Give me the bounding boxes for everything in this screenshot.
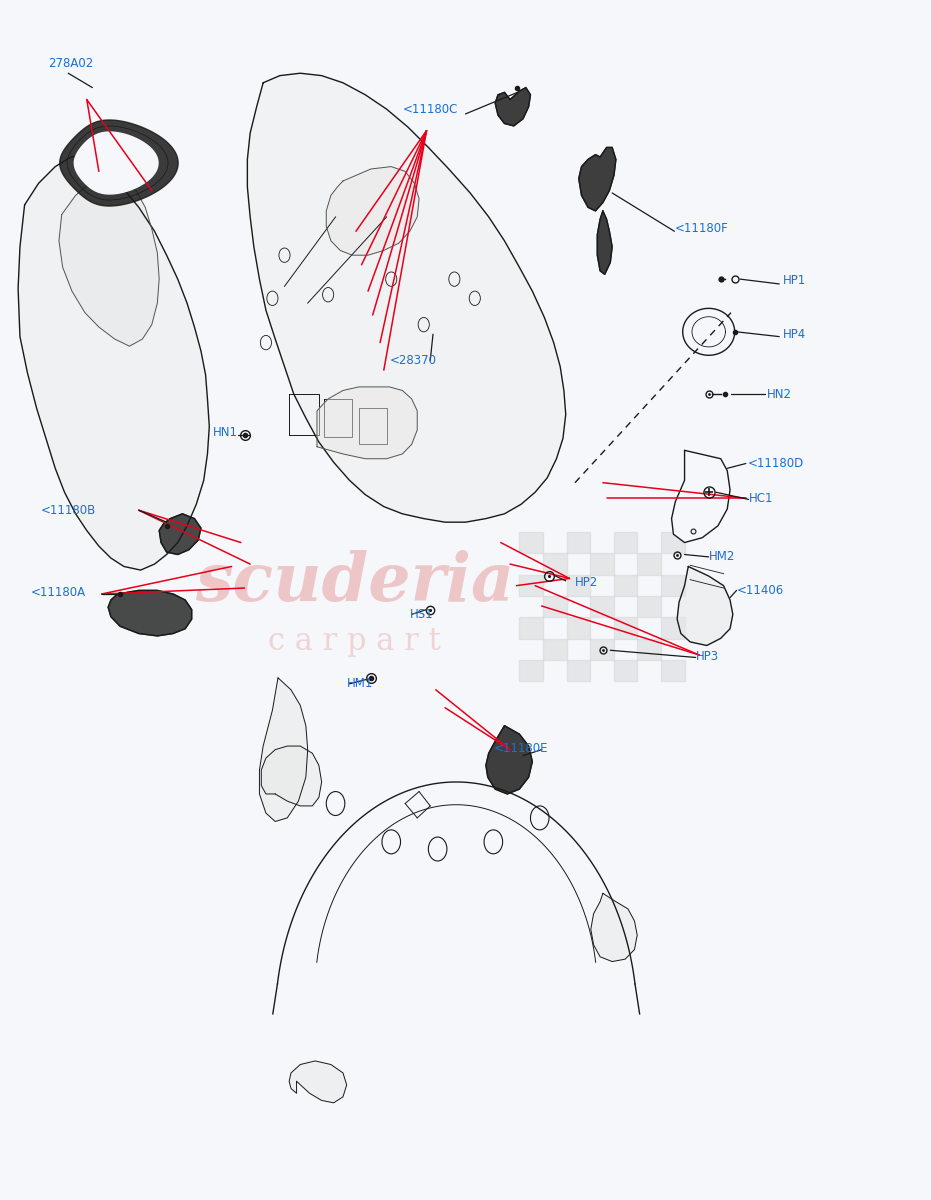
Text: HM1: HM1 (346, 677, 373, 690)
Bar (519, 575, 543, 596)
Polygon shape (74, 132, 158, 194)
Bar (543, 596, 567, 617)
Text: <11180C: <11180C (402, 103, 458, 115)
Bar (638, 553, 661, 575)
Text: <11180B: <11180B (40, 504, 96, 517)
Text: <28370: <28370 (389, 354, 437, 367)
Text: HC1: HC1 (749, 492, 773, 505)
Text: <11180E: <11180E (493, 742, 547, 755)
Polygon shape (317, 386, 417, 458)
Polygon shape (579, 148, 616, 211)
Polygon shape (598, 211, 613, 275)
Bar (614, 532, 638, 553)
Text: HS1: HS1 (410, 608, 434, 620)
Bar (661, 575, 684, 596)
Polygon shape (591, 893, 637, 961)
Text: HP4: HP4 (783, 328, 806, 341)
Bar (519, 660, 543, 682)
Polygon shape (326, 167, 419, 256)
Bar (567, 575, 590, 596)
Text: c a r p a r t: c a r p a r t (268, 626, 440, 658)
Bar (661, 532, 684, 553)
Polygon shape (495, 88, 531, 126)
Bar (519, 532, 543, 553)
Polygon shape (290, 1061, 346, 1103)
Text: <11180A: <11180A (31, 587, 87, 599)
Bar (614, 617, 638, 638)
Text: HP2: HP2 (575, 576, 599, 588)
Text: <11180D: <11180D (748, 457, 804, 470)
Polygon shape (671, 450, 730, 542)
Bar (638, 596, 661, 617)
Polygon shape (59, 175, 159, 346)
Text: <11180F: <11180F (674, 222, 728, 235)
Polygon shape (248, 73, 566, 522)
Bar (519, 617, 543, 638)
Bar (543, 638, 567, 660)
Polygon shape (677, 566, 733, 646)
Text: scuderia: scuderia (195, 550, 514, 614)
Bar (567, 617, 590, 638)
Bar (590, 638, 614, 660)
Bar (661, 660, 684, 682)
Text: HP1: HP1 (783, 274, 806, 287)
Text: HN1: HN1 (213, 426, 238, 439)
Bar (590, 596, 614, 617)
Bar (567, 532, 590, 553)
Bar (590, 553, 614, 575)
Bar (661, 617, 684, 638)
Polygon shape (159, 514, 201, 554)
Polygon shape (108, 590, 192, 636)
Text: HN2: HN2 (767, 388, 792, 401)
Polygon shape (260, 678, 308, 822)
Text: HP3: HP3 (695, 649, 719, 662)
Text: <11406: <11406 (736, 584, 784, 596)
Polygon shape (262, 746, 321, 806)
Bar (638, 638, 661, 660)
Text: 278A02: 278A02 (47, 58, 93, 70)
Text: HM2: HM2 (708, 551, 735, 563)
Bar (614, 660, 638, 682)
Bar (543, 553, 567, 575)
Polygon shape (486, 726, 533, 794)
Polygon shape (60, 120, 178, 206)
Bar (567, 660, 590, 682)
Bar (614, 575, 638, 596)
Polygon shape (18, 155, 209, 570)
